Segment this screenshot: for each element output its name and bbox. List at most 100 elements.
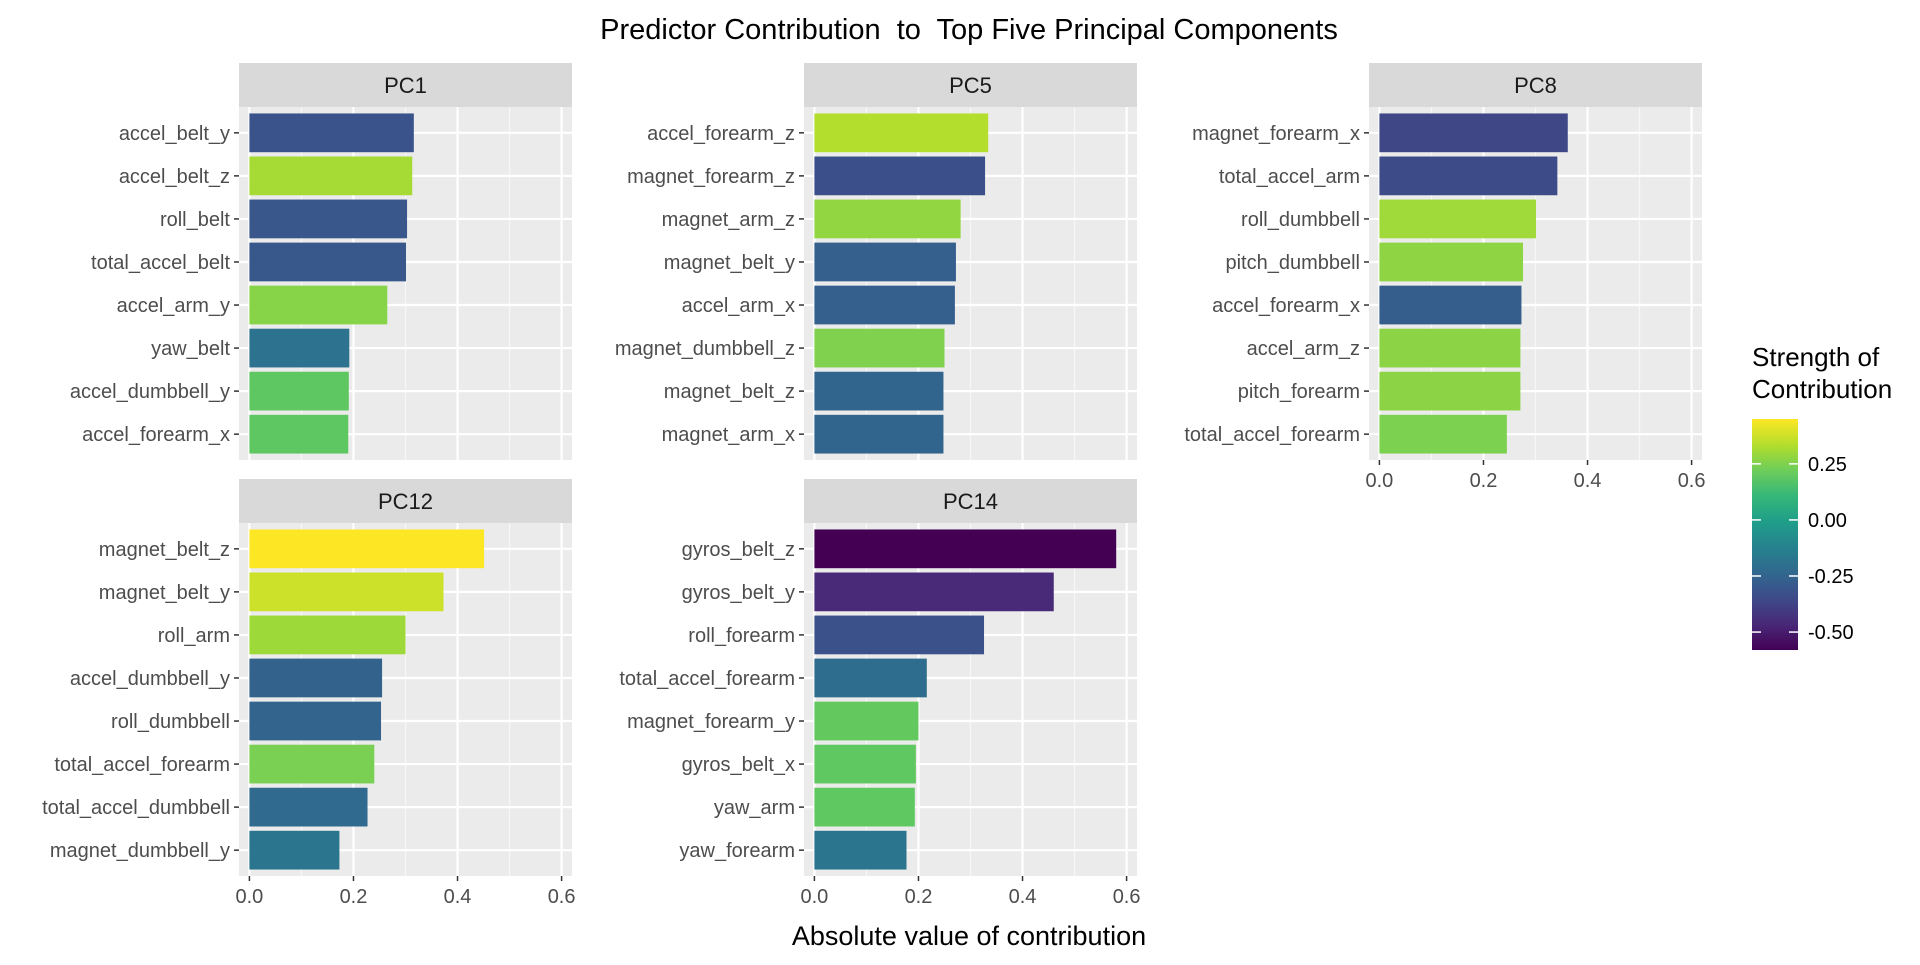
chart-title: Predictor Contribution to Top Five Princ… (600, 14, 1338, 46)
bar (814, 371, 944, 411)
bar (249, 328, 350, 368)
bar (249, 242, 407, 282)
panel-pc8: PC8 magnet_forearm_x total_accel_arm roll_d… (1184, 63, 1706, 492)
y-tick-label: magnet_arm_z (662, 209, 795, 231)
y-tick-label: accel_dumbbell_y (70, 668, 230, 690)
facet-strip (804, 479, 1137, 523)
y-tick-label: accel_dumbbell_y (70, 381, 230, 403)
panel-pc5: PC5 accel_forearm_z magnet_forearm_zmagnet… (615, 63, 1137, 460)
bar (249, 199, 408, 239)
bar (1379, 328, 1521, 368)
legend-tick-label: 0.25 (1808, 454, 1847, 476)
y-tick-label: accel_belt_z (119, 166, 230, 188)
bar (249, 615, 406, 655)
bar (814, 242, 956, 282)
y-tick-label: accel_arm_y (117, 295, 230, 317)
x-tick-label: 0.6 (1678, 470, 1706, 492)
bar (249, 830, 340, 870)
x-tick-label: 0.0 (801, 886, 829, 908)
bar (249, 113, 414, 153)
y-tick-label: roll_dumbbell (111, 711, 230, 733)
bar (814, 615, 985, 655)
x-tick-label: 0.0 (236, 886, 264, 908)
facet-label: PC12 (378, 489, 433, 514)
bar (814, 199, 961, 239)
y-tick-label: yaw_forearm (679, 840, 795, 862)
y-tick-label: total_accel_dumbbell (42, 797, 230, 819)
y-tick-label: magnet_belt_y (664, 252, 795, 274)
bar (1379, 285, 1522, 325)
bar (814, 328, 945, 368)
y-tick-label: roll_belt (160, 209, 230, 231)
x-tick-label: 0.4 (1009, 886, 1037, 908)
bar (249, 701, 382, 741)
bar (1379, 414, 1507, 454)
y-tick-label: pitch_forearm (1238, 381, 1360, 403)
bar (1379, 371, 1521, 411)
bar (249, 156, 413, 196)
y-tick-label: accel_forearm_x (1212, 295, 1360, 317)
facet-strip (239, 479, 572, 523)
bar (249, 744, 375, 784)
facet-strip (804, 63, 1137, 107)
y-tick-label: accel_arm_x (682, 295, 795, 317)
y-tick-label: roll_forearm (688, 625, 795, 647)
y-tick-label: gyros_belt_x (682, 754, 795, 776)
y-tick-label: roll_dumbbell (1241, 209, 1360, 231)
bar (814, 414, 944, 454)
legend: Strength of Contribution 0.25 0.00 -0.25 -0.… (1752, 342, 1892, 650)
panel-pc1: PC1 accel_belt_y accel_belt_z roll_belttota… (70, 63, 572, 460)
x-tick-label: 0.6 (548, 886, 576, 908)
panel-pc14: PC14 gyros_belt_z gyros_belt_y roll_forearm… (619, 479, 1141, 908)
legend-title: Strength of Contribution (1752, 342, 1892, 404)
y-tick-label: total_accel_forearm (1184, 424, 1360, 446)
y-tick-label: total_accel_arm (1219, 166, 1360, 188)
legend-tick-label: 0.00 (1808, 510, 1847, 532)
y-tick-label: magnet_belt_z (664, 381, 795, 403)
y-tick-label: magnet_forearm_x (1192, 123, 1360, 145)
x-tick-label: 0.2 (1470, 470, 1498, 492)
bar (814, 529, 1117, 569)
y-tick-label: yaw_belt (151, 338, 230, 360)
y-tick-label: total_accel_forearm (619, 668, 795, 690)
x-tick-label: 0.6 (1113, 886, 1141, 908)
bar (814, 285, 955, 325)
facet-label: PC1 (384, 73, 427, 98)
legend-tick-label: -0.25 (1808, 566, 1854, 588)
bar (814, 113, 989, 153)
y-tick-label: magnet_forearm_y (627, 711, 795, 733)
bar (814, 658, 927, 698)
bar (814, 156, 986, 196)
bar (1379, 199, 1537, 239)
bar (249, 371, 349, 411)
y-tick-label: magnet_belt_y (99, 582, 230, 604)
bar (814, 572, 1054, 612)
y-tick-label: accel_forearm_x (82, 424, 230, 446)
y-tick-label: gyros_belt_z (682, 539, 795, 561)
facet-strip (1369, 63, 1702, 107)
bar (249, 529, 485, 569)
bar (814, 701, 919, 741)
bar (814, 787, 915, 827)
y-tick-label: magnet_dumbbell_y (50, 840, 230, 862)
bar (814, 744, 916, 784)
bar (249, 787, 368, 827)
facet-strip (239, 63, 572, 107)
bar (249, 572, 444, 612)
bar (814, 830, 907, 870)
bar (249, 658, 383, 698)
facet-label: PC8 (1514, 73, 1557, 98)
x-tick-label: 0.2 (340, 886, 368, 908)
y-tick-label: roll_arm (158, 625, 230, 647)
panels-layer: PC1accel_belt_yaccel_belt_zroll_belttota… (42, 63, 1706, 908)
x-tick-label: 0.2 (905, 886, 933, 908)
x-axis-label: Absolute value of contribution (792, 921, 1146, 951)
bar (1379, 156, 1558, 196)
x-tick-label: 0.4 (444, 886, 472, 908)
facet-label: PC5 (949, 73, 992, 98)
y-tick-label: magnet_dumbbell_z (615, 338, 795, 360)
y-tick-label: magnet_belt_z (99, 539, 230, 561)
y-tick-label: accel_forearm_z (647, 123, 795, 145)
